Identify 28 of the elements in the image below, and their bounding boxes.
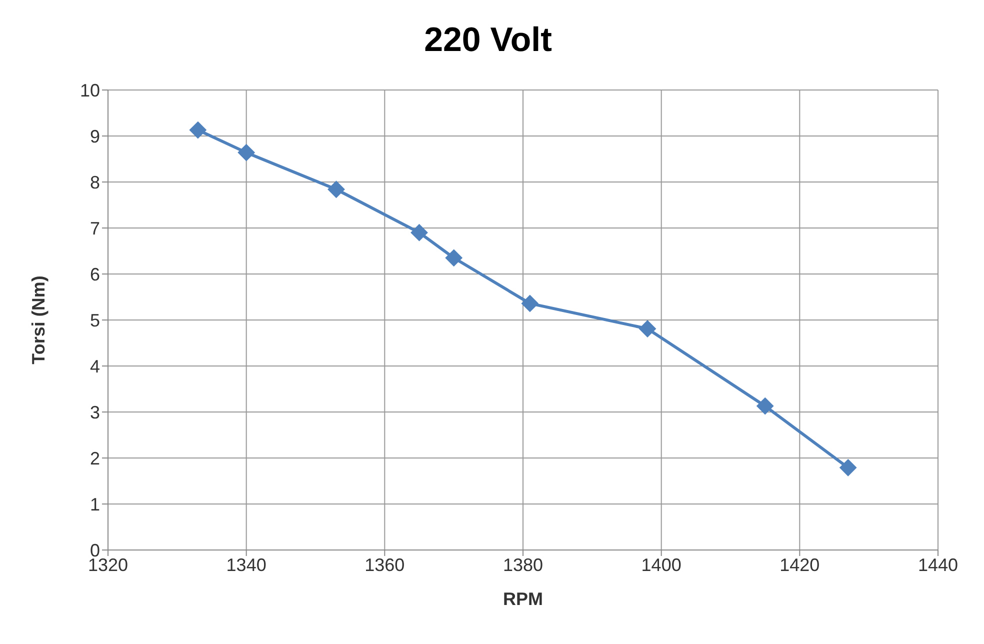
x-tick-label: 1360: [364, 554, 405, 575]
y-tick-label: 10: [80, 80, 100, 100]
y-tick-label: 3: [90, 402, 100, 422]
point: [328, 180, 345, 198]
y-tick-label: 7: [90, 218, 100, 238]
y-tick-label: 8: [90, 172, 100, 192]
point: [840, 459, 857, 476]
x-tick-label: 1420: [780, 554, 820, 575]
x-tick-label: 1400: [641, 554, 682, 575]
y-tick-label: 2: [90, 448, 100, 468]
y-tick-label: 1: [90, 494, 100, 514]
x-tick-label: 1340: [226, 554, 266, 575]
point: [521, 294, 538, 312]
chart-title: 220 Volt: [423, 20, 553, 61]
y-tick-label: 5: [90, 310, 100, 330]
x-tick-label: 1380: [502, 554, 544, 575]
y-tick-label: 4: [90, 356, 100, 376]
y-tick-label: 9: [90, 126, 100, 146]
point: [639, 320, 656, 338]
point: [410, 224, 428, 242]
point: [238, 144, 255, 162]
point: [756, 398, 774, 415]
x-axis-title: RPM: [503, 589, 543, 609]
x-tick-label: 1440: [918, 554, 958, 575]
point: [445, 249, 462, 266]
y-axis-title: Torsi (Nm): [28, 276, 48, 364]
point: [189, 122, 206, 139]
y-tick-label: 6: [90, 264, 100, 284]
